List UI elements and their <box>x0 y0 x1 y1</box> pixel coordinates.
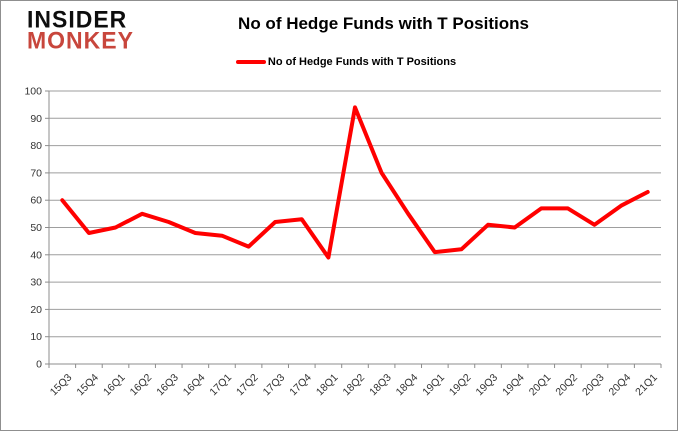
x-axis-label: 17Q1 <box>207 372 234 399</box>
y-axis-ticks <box>45 90 49 365</box>
x-axis-label: 16Q4 <box>181 372 208 399</box>
x-axis-label: 15Q4 <box>74 372 101 399</box>
insider-monkey-logo: INSIDER MONKEY <box>27 5 134 54</box>
legend: No of Hedge Funds with T Positions <box>101 56 591 68</box>
svg-text:90: 90 <box>30 113 42 125</box>
x-axis-label: 15Q3 <box>48 372 75 399</box>
svg-text:20: 20 <box>30 304 42 316</box>
x-axis-label: 18Q2 <box>340 372 367 399</box>
svg-text:70: 70 <box>30 167 42 179</box>
x-axis-label: 17Q2 <box>234 372 261 399</box>
x-axis-label: 16Q2 <box>128 372 155 399</box>
x-axis-label: 17Q4 <box>287 372 314 399</box>
x-axis-label: 16Q3 <box>154 372 181 399</box>
logo-line-insider: INSIDER <box>27 5 128 33</box>
x-axis-label: 19Q2 <box>447 372 474 399</box>
svg-text:30: 30 <box>30 277 42 289</box>
x-axis-labels: 15Q3 15Q4 16Q1 16Q2 16Q3 16Q4 17Q1 17Q2 17Q3 17Q4… <box>48 372 660 399</box>
x-axis-ticks <box>48 364 662 368</box>
x-axis-label: 18Q1 <box>314 372 341 399</box>
svg-text:40: 40 <box>30 249 42 261</box>
x-axis-label: 18Q3 <box>367 372 394 399</box>
svg-text:0: 0 <box>36 359 42 371</box>
legend-label: No of Hedge Funds with T Positions <box>267 56 457 68</box>
x-axis-label: 19Q4 <box>500 372 527 399</box>
svg-text:80: 80 <box>30 140 42 152</box>
svg-text:100: 100 <box>24 86 42 98</box>
series-polyline <box>60 105 650 260</box>
x-axis-label: 20Q2 <box>553 372 580 399</box>
axes <box>48 91 661 365</box>
chart-title: No of Hedge Funds with T Positions <box>238 14 529 33</box>
svg-text:50: 50 <box>30 222 42 234</box>
logo-line-monkey: MONKEY <box>27 26 134 54</box>
x-axis-label: 19Q1 <box>420 372 447 399</box>
y-axis-labels: 0 10 20 30 40 50 60 70 80 90 100 <box>24 86 42 371</box>
y-gridlines <box>49 90 661 365</box>
svg-text:60: 60 <box>30 195 42 207</box>
x-axis-label: 20Q4 <box>607 372 634 399</box>
legend-line-swatch <box>235 60 266 64</box>
x-axis-label: 21Q1 <box>633 372 660 399</box>
x-axis-label: 20Q3 <box>580 372 607 399</box>
x-axis-label: 19Q3 <box>474 372 501 399</box>
svg-text:10: 10 <box>30 331 42 343</box>
x-axis-label: 16Q1 <box>101 372 128 399</box>
x-axis-label: 17Q3 <box>261 372 288 399</box>
x-axis-label: 20Q1 <box>527 372 554 399</box>
series-line <box>60 105 650 260</box>
x-axis-label: 18Q4 <box>394 372 421 399</box>
